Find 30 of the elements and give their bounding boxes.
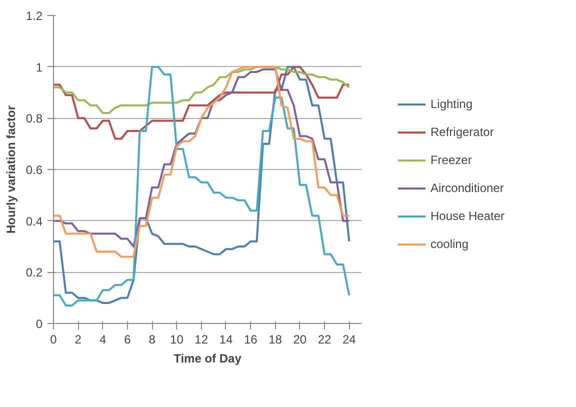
line-series: [54, 66, 350, 114]
legend-label: cooling: [430, 237, 469, 251]
y-tick-label: 0.2: [26, 266, 43, 280]
y-tick-label: 0: [36, 317, 43, 331]
x-tick-label: 6: [124, 332, 132, 346]
line-series: [54, 66, 350, 140]
y-tick-label: 1: [36, 60, 43, 74]
legend-label: Airconditioner: [430, 181, 504, 195]
x-tick-label: 8: [148, 332, 156, 346]
legend-label: Lighting: [430, 97, 473, 111]
x-tick-label: 22: [318, 332, 332, 346]
x-tick-label: 24: [342, 332, 356, 346]
legend-label: Freezer: [430, 153, 472, 167]
x-tick-label: 18: [268, 332, 282, 346]
legend-label: House Heater: [430, 209, 505, 223]
x-axis-title: Time of Day: [174, 352, 242, 366]
x-tick-label: 0: [50, 332, 58, 346]
x-tick-label: 4: [99, 332, 106, 346]
y-tick-label: 0.6: [26, 163, 43, 177]
y-tick-label: 0.8: [26, 112, 43, 126]
y-tick-label: 0.4: [26, 214, 43, 228]
x-tick-label: 20: [293, 332, 307, 346]
x-tick-label: 10: [170, 332, 184, 346]
x-tick-label: 14: [219, 332, 233, 346]
legend-label: Refrigerator: [430, 125, 494, 139]
y-tick-label: 1.2: [26, 9, 43, 23]
x-tick-label: 2: [74, 332, 82, 346]
x-tick-label: 16: [244, 332, 258, 346]
x-tick-label: 12: [194, 332, 208, 346]
y-axis-title: Hourly variation factor: [4, 105, 18, 234]
